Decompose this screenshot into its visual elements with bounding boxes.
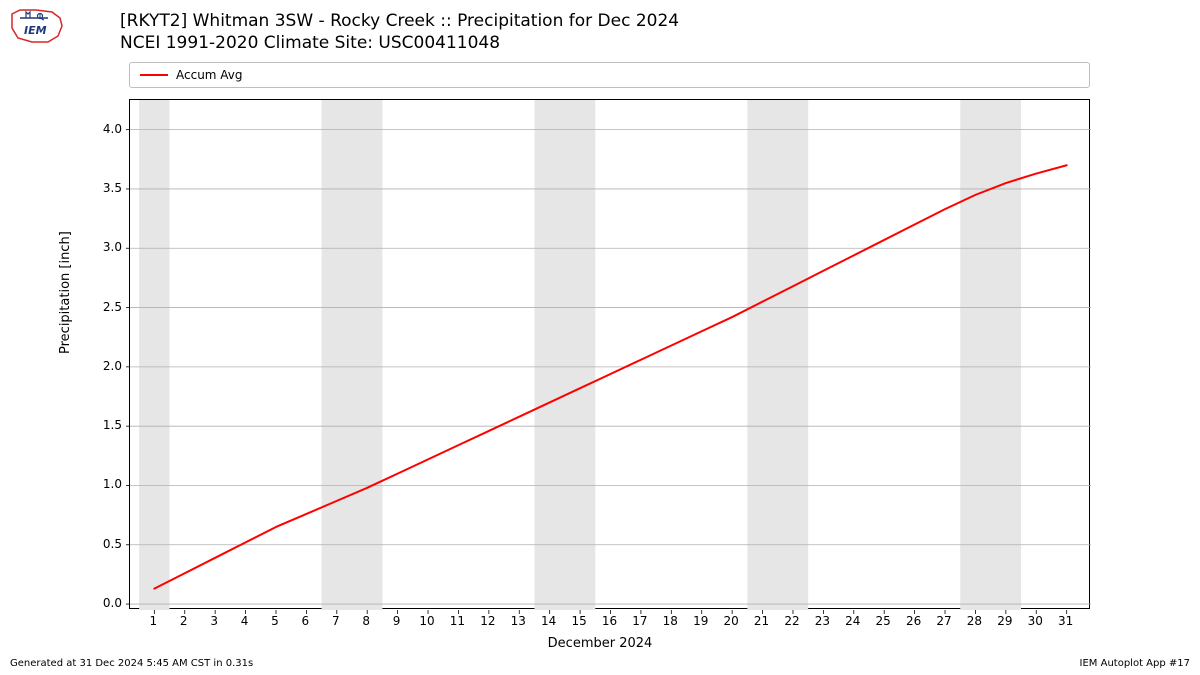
- x-tick-label: 20: [724, 614, 739, 628]
- x-tick-label: 8: [362, 614, 370, 628]
- x-tick-label: 9: [393, 614, 401, 628]
- x-tick-label: 31: [1058, 614, 1073, 628]
- x-tick-label: 6: [302, 614, 310, 628]
- x-tick-label: 5: [271, 614, 279, 628]
- x-tick-label: 25: [876, 614, 891, 628]
- y-tick-label: 1.0: [103, 477, 122, 491]
- x-tick-label: 19: [693, 614, 708, 628]
- footer-generated: Generated at 31 Dec 2024 5:45 AM CST in …: [10, 658, 253, 669]
- y-tick-label: 3.5: [103, 181, 122, 195]
- x-tick-label: 24: [845, 614, 860, 628]
- y-tick-label: 0.5: [103, 537, 122, 551]
- plot-area: [129, 99, 1090, 609]
- plot-svg: [130, 100, 1089, 608]
- y-tick-label: 0.0: [103, 596, 122, 610]
- x-tick-label: 2: [180, 614, 188, 628]
- y-tick-label: 2.5: [103, 300, 122, 314]
- x-tick-label: 3: [210, 614, 218, 628]
- chart-title-line1: [RKYT2] Whitman 3SW - Rocky Creek :: Pre…: [120, 10, 679, 32]
- x-tick-label: 17: [632, 614, 647, 628]
- x-tick-label: 13: [511, 614, 526, 628]
- x-tick-label: 22: [784, 614, 799, 628]
- x-tick-label: 28: [967, 614, 982, 628]
- footer-app: IEM Autoplot App #17: [1080, 658, 1190, 669]
- chart-title-block: [RKYT2] Whitman 3SW - Rocky Creek :: Pre…: [120, 10, 679, 54]
- x-tick-label: 23: [815, 614, 830, 628]
- x-tick-label: 16: [602, 614, 617, 628]
- x-tick-label: 7: [332, 614, 340, 628]
- iem-logo: IEM: [8, 6, 64, 46]
- x-tick-label: 10: [419, 614, 434, 628]
- x-tick-label: 15: [571, 614, 586, 628]
- x-tick-label: 12: [480, 614, 495, 628]
- y-axis-label: Precipitation [inch]: [58, 231, 73, 354]
- x-tick-label: 1: [150, 614, 158, 628]
- x-axis-label: December 2024: [0, 636, 1200, 651]
- x-tick-label: 11: [450, 614, 465, 628]
- x-tick-label: 26: [906, 614, 921, 628]
- x-tick-label: 18: [663, 614, 678, 628]
- y-tick-label: 2.0: [103, 359, 122, 373]
- logo-text: IEM: [24, 24, 47, 37]
- x-tick-label: 21: [754, 614, 769, 628]
- legend-swatch: [140, 74, 168, 76]
- y-tick-label: 3.0: [103, 240, 122, 254]
- y-tick-label: 4.0: [103, 122, 122, 136]
- x-tick-label: 27: [936, 614, 951, 628]
- legend-label: Accum Avg: [176, 68, 243, 82]
- y-tick-label: 1.5: [103, 418, 122, 432]
- x-tick-label: 4: [241, 614, 249, 628]
- chart-title-line2: NCEI 1991-2020 Climate Site: USC00411048: [120, 32, 679, 54]
- x-tick-label: 30: [1028, 614, 1043, 628]
- x-tick-label: 14: [541, 614, 556, 628]
- x-tick-label: 29: [997, 614, 1012, 628]
- legend: Accum Avg: [129, 62, 1090, 88]
